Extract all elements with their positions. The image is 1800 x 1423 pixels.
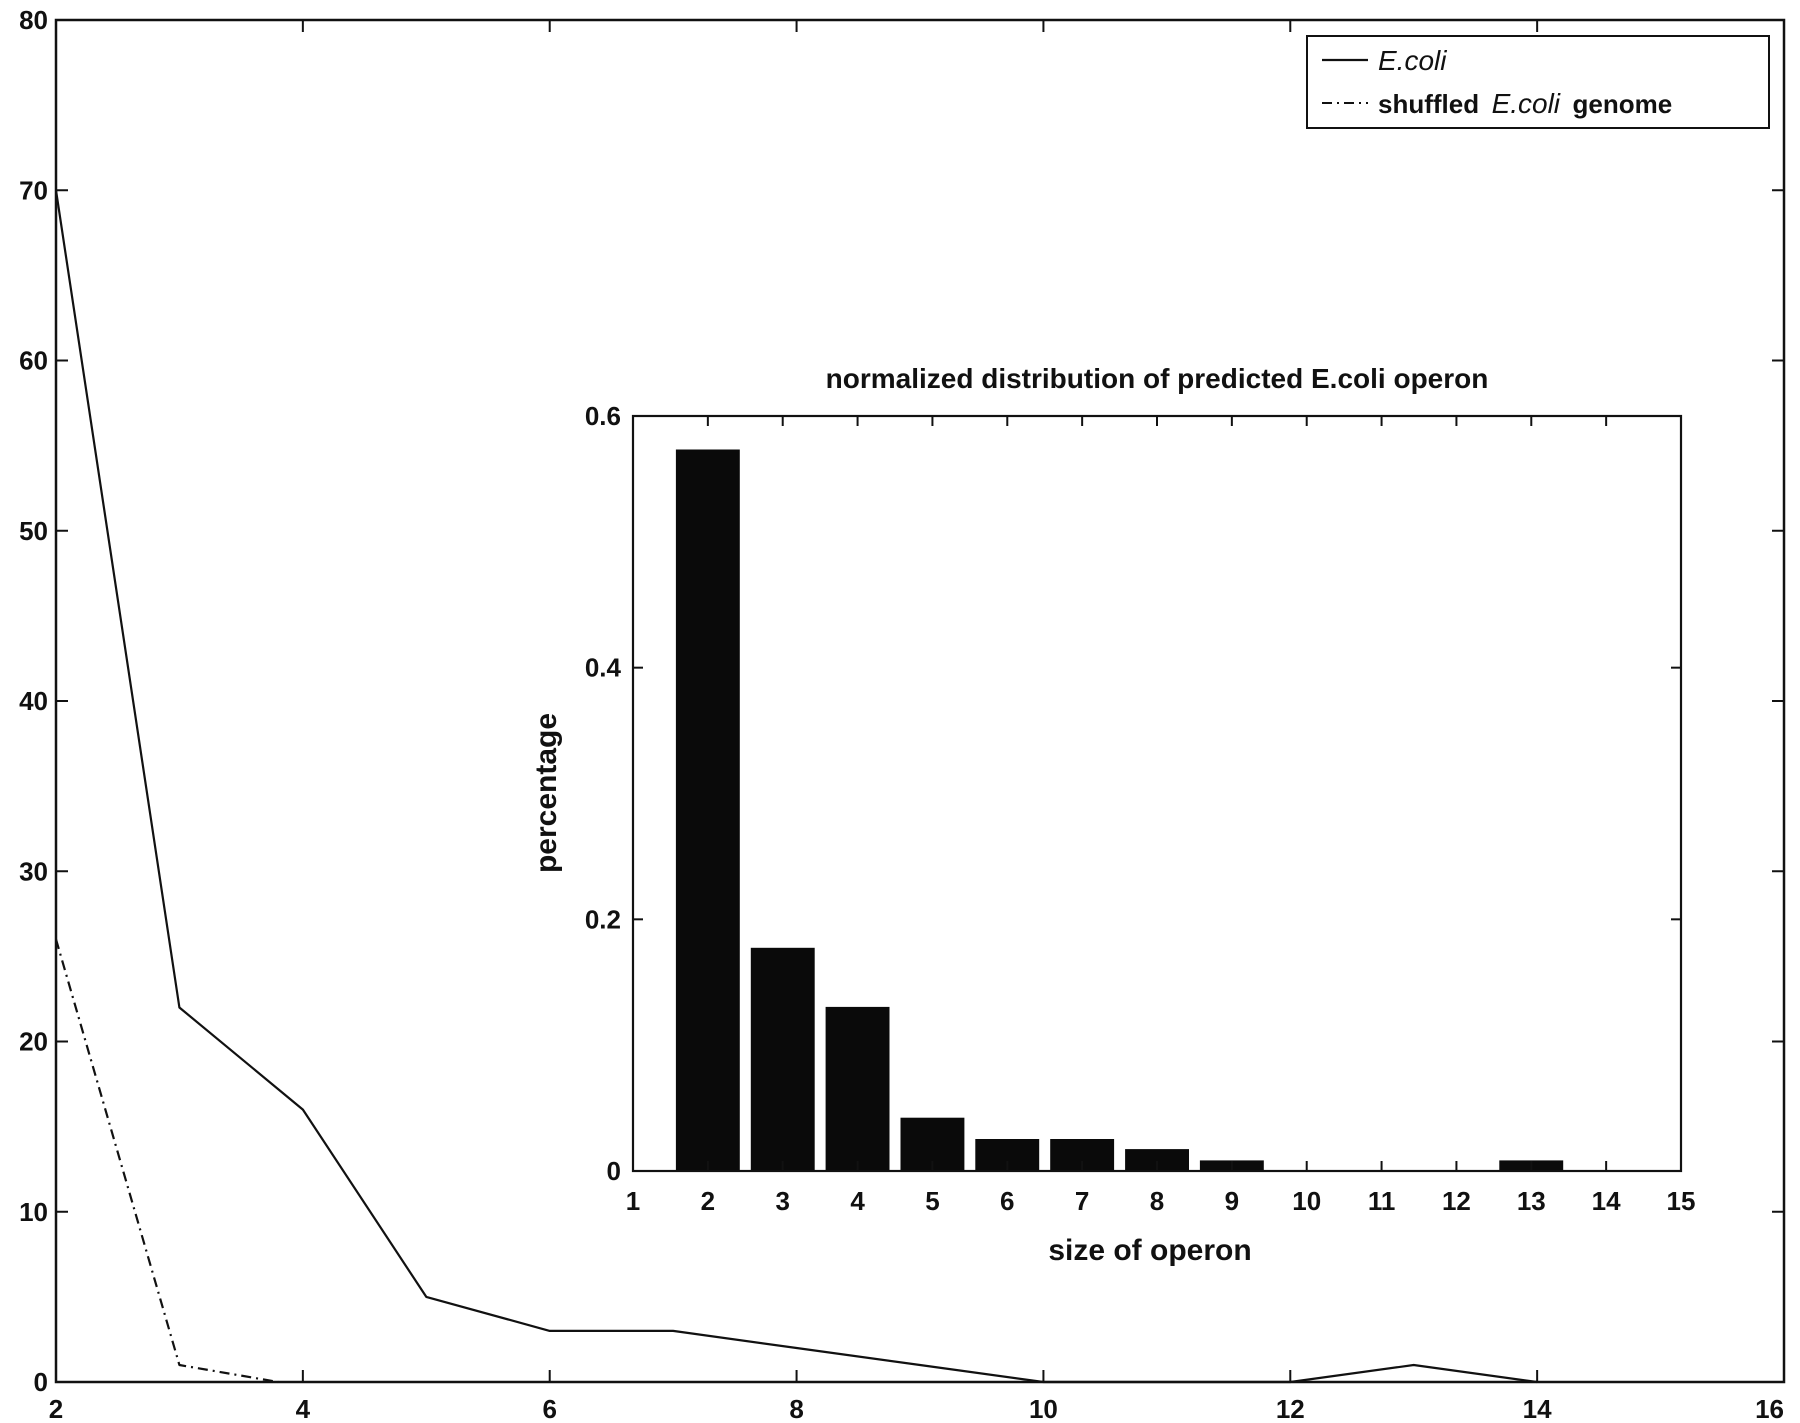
inset-x-tick-label: 5 (925, 1186, 939, 1216)
inset-x-tick-label: 11 (1368, 1186, 1396, 1216)
legend: E.coli shuffled E.coli genome (1306, 35, 1770, 129)
inset-bar-4 (825, 1006, 890, 1172)
inset-y-tick-label: 0.4 (585, 653, 622, 683)
inset-x-tick-label: 8 (1150, 1186, 1164, 1216)
inset-bar-3 (750, 947, 815, 1172)
legend-label-shuffled-suffix: genome (1572, 89, 1672, 119)
inset-x-tick-label: 6 (1000, 1186, 1014, 1216)
main-x-tick-label: 2 (49, 1394, 63, 1423)
main-x-tick-label: 14 (1523, 1394, 1552, 1423)
inset-x-tick-label: 2 (701, 1186, 715, 1216)
legend-label-shuffled: shuffled E.coli genome (1378, 88, 1672, 119)
inset-x-tick-label: 7 (1075, 1186, 1089, 1216)
inset-x-tick-label: 15 (1667, 1186, 1696, 1216)
inset-y-tick-label: 0 (607, 1156, 621, 1186)
main-x-tick-label: 10 (1029, 1394, 1058, 1423)
main-y-tick-label: 0 (34, 1367, 48, 1397)
inset-x-tick-label: 9 (1225, 1186, 1239, 1216)
main-y-tick-label: 30 (19, 856, 48, 886)
main-x-tick-label: 6 (542, 1394, 556, 1423)
inset-x-tick-label: 10 (1292, 1186, 1321, 1216)
inset-title: normalized distribution of predicted E.c… (826, 363, 1489, 394)
inset-y-tick-label: 0.6 (585, 401, 621, 431)
inset-x-tick-label: 13 (1517, 1186, 1546, 1216)
main-y-tick-label: 80 (19, 5, 48, 35)
main-y-tick-label: 40 (19, 686, 48, 716)
main-x-tick-label: 16 (1755, 1394, 1784, 1423)
main-x-tick-label: 4 (296, 1394, 311, 1423)
main-y-tick-label: 70 (19, 175, 48, 205)
inset-y-axis-label: percentage (530, 713, 563, 873)
main-y-tick-label: 50 (19, 516, 48, 546)
shuffled-point (178, 1364, 181, 1366)
inset-bar-2 (675, 449, 740, 1172)
legend-label-shuffled-prefix: shuffled (1378, 89, 1479, 119)
ecoli-point (1412, 1364, 1415, 1366)
inset-x-axis-label: size of operon (1048, 1234, 1251, 1267)
main-y-tick-label: 20 (19, 1027, 48, 1057)
legend-box (1306, 35, 1770, 129)
inset-x-tick-label: 3 (775, 1186, 789, 1216)
inset-y-tick-label: 0.2 (585, 904, 621, 934)
main-x-tick-label: 8 (789, 1394, 803, 1423)
ecoli-point (919, 1364, 921, 1366)
legend-label-ecoli: E.coli (1378, 45, 1447, 76)
legend-label-shuffled-italic: E.coli (1492, 88, 1561, 119)
main-y-tick-label: 60 (19, 346, 48, 376)
inset-x-tick-label: 14 (1592, 1186, 1621, 1216)
main-y-tick-label: 10 (19, 1197, 48, 1227)
inset-x-tick-label: 4 (850, 1186, 865, 1216)
ecoli-point (425, 1295, 428, 1298)
main-plot-frame (54, 18, 1786, 1384)
ecoli-point (795, 1347, 798, 1349)
ecoli-point (672, 1330, 675, 1332)
main-x-tick-label: 12 (1276, 1394, 1305, 1423)
ecoli-point (178, 1006, 181, 1009)
inset-ticks (632, 415, 1682, 1172)
ecoli-point (301, 1108, 304, 1111)
ecoli-point (548, 1330, 551, 1332)
inset-x-tick-label: 12 (1442, 1186, 1471, 1216)
inset-x-tick-label: 1 (626, 1186, 640, 1216)
